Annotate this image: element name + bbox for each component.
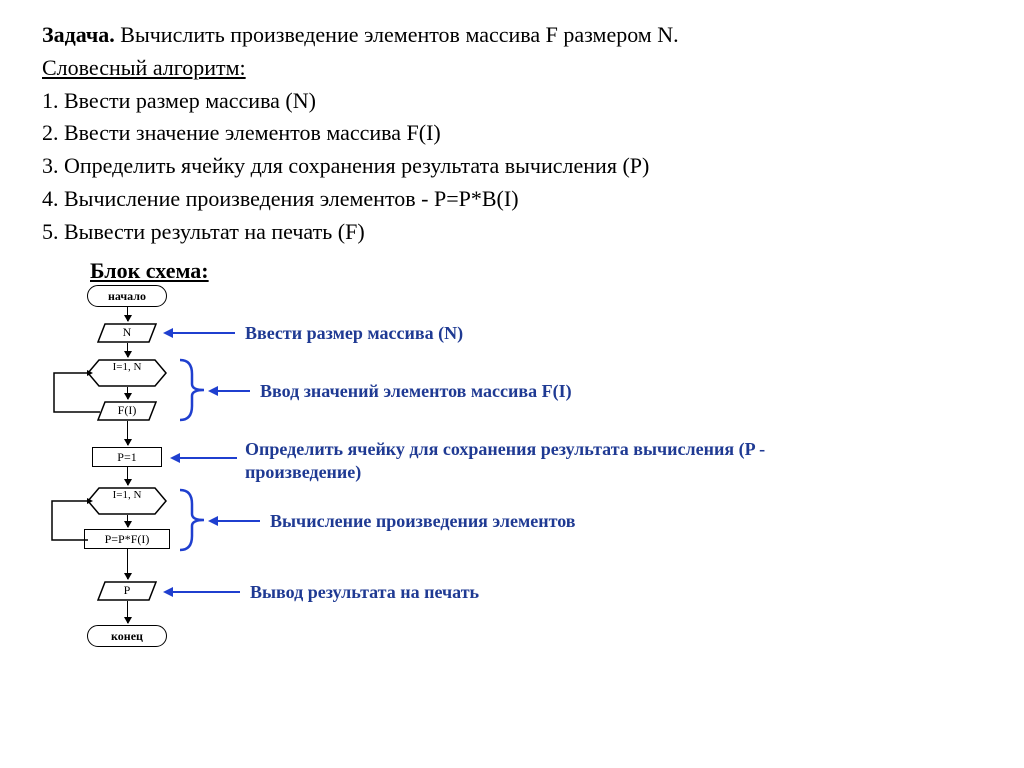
scheme-title: Блок схема: [90, 258, 209, 284]
algo-title: Словесный алгоритм: [42, 53, 982, 84]
annotation-2: Ввод значений элементов массива F(I) [260, 380, 572, 403]
task-text: Вычислить произведение элементов массива… [120, 22, 678, 47]
flow-n-input: N [97, 323, 157, 343]
annotation-4: Вычисление произведения элементов [270, 510, 575, 533]
blue-arrow-4 [210, 520, 260, 522]
arrow-2 [127, 343, 128, 357]
flow-p-init: P=1 [92, 447, 162, 467]
brace-1 [178, 358, 208, 422]
flow-f-input: F(I) [97, 401, 157, 421]
algorithm-text: Задача. Вычислить произведение элементов… [42, 20, 982, 250]
annotation-5: Вывод результата на печать [250, 581, 479, 604]
loopback-2 [50, 498, 100, 553]
arrow-6 [127, 515, 128, 527]
loopback-1 [52, 370, 102, 425]
blue-arrow-1 [165, 332, 235, 334]
arrow-7 [127, 549, 128, 579]
flow-p-output: P [97, 581, 157, 601]
flow-start: начало [87, 285, 167, 307]
arrow-3 [127, 387, 128, 399]
step-2: 2. Ввести значение элементов массива F(I… [42, 118, 982, 149]
step-1: 1. Ввести размер массива (N) [42, 86, 982, 117]
blue-arrow-3 [172, 457, 237, 459]
step-4: 4. Вычисление произведения элементов - P… [42, 184, 982, 215]
annotation-1: Ввести размер массива (N) [245, 322, 463, 345]
task-label: Задача. [42, 22, 115, 47]
arrow-8 [127, 601, 128, 623]
flow-end: конец [87, 625, 167, 647]
annotation-3: Определить ячейку для сохранения результ… [245, 438, 805, 483]
blue-arrow-5 [165, 591, 240, 593]
arrow-1 [127, 307, 128, 321]
step-3: 3. Определить ячейку для сохранения резу… [42, 151, 982, 182]
arrow-4 [127, 421, 128, 445]
arrow-5 [127, 467, 128, 485]
brace-2 [178, 488, 208, 552]
blue-arrow-2 [210, 390, 250, 392]
step-5: 5. Вывести результат на печать (F) [42, 217, 982, 248]
